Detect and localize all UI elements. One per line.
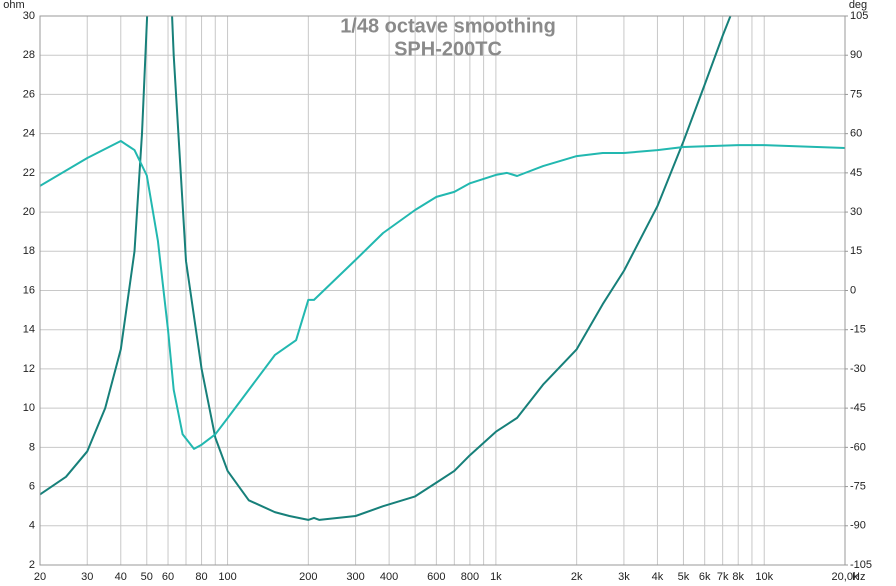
y2-axis-label: deg xyxy=(849,0,867,11)
x-tick-label: 2k xyxy=(571,571,583,583)
x-tick-label: 200 xyxy=(299,571,317,583)
y-tick-label: 12 xyxy=(23,363,35,375)
x-tick-label: 80 xyxy=(195,571,207,583)
y2-tick-label: 0 xyxy=(850,284,856,296)
y2-tick-label: 60 xyxy=(850,128,862,140)
x-tick-label: 20,0k xyxy=(832,571,859,583)
y-tick-label: 14 xyxy=(23,324,35,336)
y-tick-label: 28 xyxy=(23,49,35,61)
y-tick-label: 24 xyxy=(23,128,35,140)
x-tick-label: 600 xyxy=(427,571,445,583)
y2-tick-label: 105 xyxy=(850,10,868,22)
y-tick-label: 30 xyxy=(23,10,35,22)
y2-tick-label: -15 xyxy=(850,324,866,336)
series-line xyxy=(40,140,845,450)
x-tick-label: 60 xyxy=(162,571,174,583)
y-tick-label: 2 xyxy=(29,559,35,571)
x-tick-label: 30 xyxy=(81,571,93,583)
y-axis-label: ohm xyxy=(3,0,24,11)
chart-title: 1/48 octave smoothing xyxy=(340,15,556,37)
chart-subtitle: SPH-200TC xyxy=(394,38,502,60)
y2-tick-label: 90 xyxy=(850,49,862,61)
y-tick-label: 8 xyxy=(29,441,35,453)
y2-tick-label: -30 xyxy=(850,363,866,375)
y2-tick-label: -60 xyxy=(850,441,866,453)
x-tick-label: 100 xyxy=(218,571,236,583)
y-tick-label: 6 xyxy=(29,480,35,492)
y2-tick-label: 15 xyxy=(850,245,862,257)
y-tick-label: 22 xyxy=(23,167,35,179)
y2-tick-label: 30 xyxy=(850,206,862,218)
x-tick-label: 10k xyxy=(755,571,773,583)
y2-tick-label: -105 xyxy=(850,559,872,571)
x-tick-label: 400 xyxy=(380,571,398,583)
y2-tick-label: 45 xyxy=(850,167,862,179)
y2-tick-label: 75 xyxy=(850,88,862,100)
y-tick-label: 20 xyxy=(23,206,35,218)
x-tick-label: 5k xyxy=(678,571,690,583)
x-tick-label: 4k xyxy=(652,571,664,583)
x-tick-label: 6k xyxy=(699,571,711,583)
plot-lines xyxy=(40,16,845,521)
x-tick-label: 50 xyxy=(141,571,153,583)
x-tick-label: 8k xyxy=(732,571,744,583)
y2-tick-label: -90 xyxy=(850,520,866,532)
y2-tick-label: -45 xyxy=(850,402,866,414)
y2-tick-label: -75 xyxy=(850,480,866,492)
y-tick-label: 16 xyxy=(23,284,35,296)
x-tick-label: 300 xyxy=(346,571,364,583)
y-tick-label: 10 xyxy=(23,402,35,414)
x-tick-label: 3k xyxy=(618,571,630,583)
y-tick-label: 18 xyxy=(23,245,35,257)
series-line xyxy=(40,16,732,521)
x-tick-label: 800 xyxy=(461,571,479,583)
x-tick-label: 1k xyxy=(490,571,502,583)
x-tick-label: 20 xyxy=(34,571,46,583)
x-axis-label: Hz xyxy=(852,571,865,583)
y-tick-label: 26 xyxy=(23,88,35,100)
x-tick-label: 7k xyxy=(717,571,729,583)
y-tick-label: 4 xyxy=(29,520,35,532)
x-tick-label: 40 xyxy=(115,571,127,583)
